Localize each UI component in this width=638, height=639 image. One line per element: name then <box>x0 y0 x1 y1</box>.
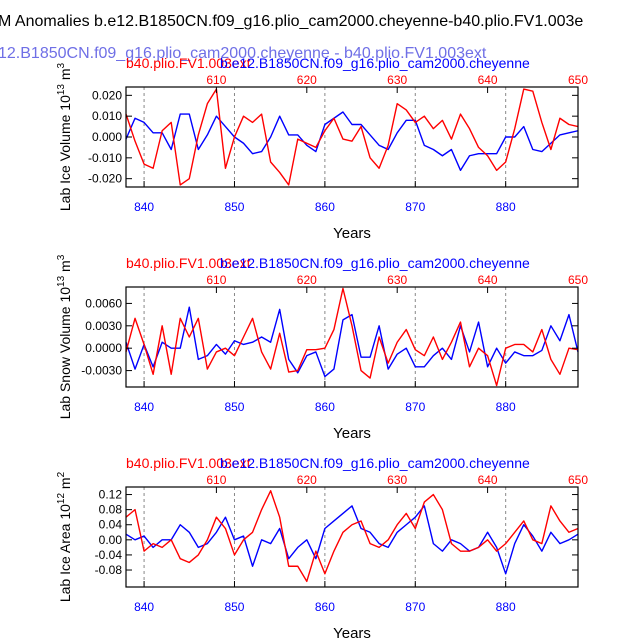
x-tick-label-bottom: 880 <box>496 600 516 614</box>
x-tick-label-bottom: 840 <box>134 600 154 614</box>
y-tick-label: -0.04 <box>95 548 123 562</box>
x-tick-label-top: 630 <box>387 73 407 87</box>
x-axis-label: Years <box>333 225 371 242</box>
y-axis-label-part: 12 <box>56 493 67 505</box>
y-tick-label: 0.08 <box>99 503 123 517</box>
y-axis-label-part: 3 <box>56 254 67 260</box>
y-tick-label: 0.00 <box>99 533 123 547</box>
x-axis-label: Years <box>333 425 371 442</box>
x-tick-label-top: 610 <box>206 73 226 87</box>
x-axis-label: Years <box>333 625 371 639</box>
top-axis-title-red: b40.plio.FV1.003ext <box>126 255 251 271</box>
x-tick-label-top: 620 <box>297 473 317 487</box>
y-tick-label: -0.020 <box>88 172 122 186</box>
x-tick-label-bottom: 860 <box>315 400 335 414</box>
y-axis-label-part: m <box>57 260 73 276</box>
x-tick-label-bottom: 870 <box>405 200 425 214</box>
y-axis-label-part: 13 <box>56 84 67 96</box>
figure-main-title: M Anomalies b.e12.B1850CN.f09_g16.plio_c… <box>0 13 583 30</box>
y-axis-label-part: m <box>57 477 73 493</box>
top-axis-title-blue: b.e12.B1850CN.f09_g16.plio_cam2000.cheye… <box>220 455 530 471</box>
y-axis-label-part: 2 <box>56 471 67 477</box>
y-tick-label: 0.12 <box>99 488 123 502</box>
x-tick-label-top: 610 <box>206 273 226 287</box>
top-axis-title-red: b40.plio.FV1.003ext <box>126 55 251 71</box>
x-tick-label-top: 620 <box>297 73 317 87</box>
x-tick-label-bottom: 850 <box>224 400 244 414</box>
chart-panel-ice-volume: -0.020 -0.010 0.000 0.010 0.020 840 850 860 870 8… <box>56 55 588 242</box>
chart-panel-snow-volume: -0.0030 0.0000 0.0030 0.0060 840 850 860 870 880… <box>56 254 588 442</box>
x-tick-label-bottom: 850 <box>224 600 244 614</box>
y-tick-label: 0.0060 <box>85 296 122 310</box>
y-tick-label: -0.0030 <box>81 364 122 378</box>
chart-panels: -0.020 -0.010 0.000 0.010 0.020 840 850 860 870 8… <box>56 55 588 639</box>
y-axis-label: Lab Ice Volume 1013 m3 <box>56 62 73 211</box>
top-axis-title-red: b40.plio.FV1.003ext <box>126 455 251 471</box>
x-tick-label-top: 650 <box>568 73 588 87</box>
y-tick-label: 0.0030 <box>85 319 122 333</box>
series-line-blue <box>125 505 579 575</box>
figure-overlay-title: 12.B1850CN.f09_g16.plio_cam2000.cheyenne… <box>0 45 487 62</box>
x-tick-label-top: 630 <box>387 273 407 287</box>
x-tick-label-bottom: 840 <box>134 200 154 214</box>
x-tick-label-top: 630 <box>387 473 407 487</box>
y-axis-label: Lab Snow Volume 1013 m3 <box>56 254 73 419</box>
x-tick-label-top: 620 <box>297 273 317 287</box>
x-tick-label-top: 640 <box>478 473 498 487</box>
y-axis-label: Lab Ice Area 1012 m2 <box>56 471 73 602</box>
x-tick-label-bottom: 870 <box>405 600 425 614</box>
y-axis-label-part: Lab Ice Area 10 <box>57 504 73 602</box>
y-tick-label: -0.010 <box>88 151 122 165</box>
top-axis-title-blue: b.e12.B1850CN.f09_g16.plio_cam2000.cheye… <box>220 55 530 71</box>
series-line-red <box>125 287 579 387</box>
x-tick-label-bottom: 850 <box>224 200 244 214</box>
x-tick-label-bottom: 880 <box>496 200 516 214</box>
series-line-red <box>125 88 579 186</box>
plot-frame <box>125 486 579 588</box>
x-tick-label-bottom: 870 <box>405 400 425 414</box>
x-tick-label-bottom: 840 <box>134 400 154 414</box>
x-tick-label-top: 640 <box>478 73 498 87</box>
y-tick-label: 0.020 <box>92 88 122 102</box>
y-axis-label-part: 3 <box>56 62 67 68</box>
plot-frame <box>125 286 579 388</box>
x-tick-label-bottom: 860 <box>315 200 335 214</box>
series-line-red <box>125 490 579 583</box>
y-tick-label: 0.000 <box>92 130 122 144</box>
y-tick-label: -0.08 <box>95 563 123 577</box>
y-axis-label-part: m <box>57 68 73 84</box>
x-tick-label-top: 650 <box>568 473 588 487</box>
y-axis-label-part: Lab Snow Volume 10 <box>57 287 73 420</box>
x-tick-label-bottom: 860 <box>315 600 335 614</box>
y-axis-label-part: 13 <box>56 275 67 287</box>
series-line-blue <box>125 306 579 378</box>
y-tick-label: 0.0000 <box>85 341 122 355</box>
x-tick-label-top: 610 <box>206 473 226 487</box>
y-tick-label: 0.010 <box>92 109 122 123</box>
top-axis-title-blue: b.e12.B1850CN.f09_g16.plio_cam2000.cheye… <box>220 255 530 271</box>
chart-panel-ice-area: -0.08-0.040.000.040.080.12 840 850 860 870 88… <box>56 455 588 639</box>
x-tick-label-top: 650 <box>568 273 588 287</box>
y-axis-label-part: Lab Ice Volume 10 <box>57 95 73 211</box>
series-line-blue <box>125 111 579 172</box>
y-tick-label: 0.04 <box>99 518 123 532</box>
x-tick-label-bottom: 880 <box>496 400 516 414</box>
x-tick-label-top: 640 <box>478 273 498 287</box>
